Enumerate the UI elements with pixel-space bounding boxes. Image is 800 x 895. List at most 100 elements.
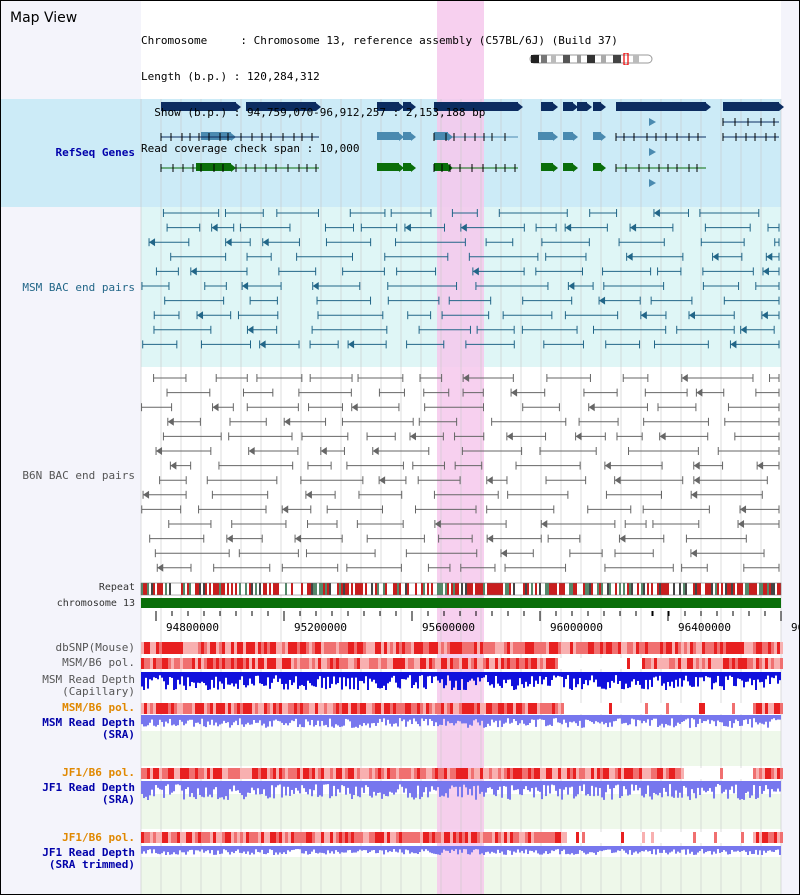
depth-bar xyxy=(719,846,721,853)
depth-bar xyxy=(231,672,233,684)
depth-bar xyxy=(607,781,609,785)
depth-bar xyxy=(227,781,229,800)
depth-bar xyxy=(741,672,743,681)
depth-bar xyxy=(315,672,317,687)
heat-cell xyxy=(720,768,723,779)
track-label-chromosome: chromosome 13 xyxy=(56,598,135,609)
track-label-msm-bac[interactable]: MSM BAC end pairs xyxy=(22,281,135,294)
depth-bar xyxy=(607,672,609,683)
depth-bar xyxy=(315,846,317,853)
depth-bar xyxy=(427,672,429,677)
heat-cell xyxy=(582,768,585,779)
depth-bar xyxy=(603,672,605,689)
depth-bar xyxy=(363,672,365,684)
depth-bar xyxy=(265,715,267,728)
depth-bar xyxy=(371,781,373,798)
heat-cell xyxy=(462,768,465,779)
depth-bar xyxy=(377,672,379,688)
repeat-mark xyxy=(593,583,595,595)
repeat-mark xyxy=(509,583,511,595)
depth-bar xyxy=(273,846,275,855)
depth-bar xyxy=(269,672,271,689)
heat-cell xyxy=(327,768,330,779)
heat-cell xyxy=(669,832,672,843)
heat-cell xyxy=(417,832,420,843)
heat-cell xyxy=(723,642,726,654)
depth-bar xyxy=(229,781,231,790)
depth-bar xyxy=(191,672,193,682)
depth-bar xyxy=(167,846,169,853)
depth-bar xyxy=(727,715,729,727)
heat-cell xyxy=(177,642,180,654)
heat-cell xyxy=(417,658,420,669)
depth-bar xyxy=(653,672,655,678)
repeat-mark xyxy=(435,583,437,595)
depth-bar xyxy=(243,672,245,686)
chromosome-ideogram[interactable] xyxy=(529,53,653,65)
gene-exon xyxy=(541,163,553,171)
axis-tick-label: 96400000 xyxy=(678,621,731,634)
track-label-b6n-bac[interactable]: B6N BAC end pairs xyxy=(22,469,135,482)
heat-cell xyxy=(240,768,243,779)
heat-cell xyxy=(630,768,633,779)
track-label-refseq[interactable]: RefSeq Genes xyxy=(55,146,135,159)
depth-bar xyxy=(765,846,767,853)
depth-bar xyxy=(589,672,591,681)
depth-bar xyxy=(663,715,665,728)
depth-bar xyxy=(169,672,171,678)
heat-cell xyxy=(204,642,207,654)
depth-bar xyxy=(545,781,547,797)
heat-cell xyxy=(522,658,525,669)
depth-bar xyxy=(443,781,445,797)
depth-bar xyxy=(757,781,759,798)
heat-cell xyxy=(183,768,186,779)
depth-bar xyxy=(357,846,359,852)
heat-cell xyxy=(609,832,612,843)
depth-bar xyxy=(553,846,555,852)
heat-cell xyxy=(720,832,723,843)
depth-bar xyxy=(647,781,649,786)
heat-cell xyxy=(732,658,735,669)
repeat-mark xyxy=(777,583,779,595)
heat-cell xyxy=(189,658,192,669)
depth-bar xyxy=(547,672,549,686)
heat-cell xyxy=(201,768,204,779)
heat-cell xyxy=(618,768,621,779)
depth-bar xyxy=(279,846,281,853)
heat-cell xyxy=(252,703,255,714)
heat-cell xyxy=(570,768,573,779)
heat-cell xyxy=(408,768,411,779)
repeat-mark xyxy=(525,583,527,595)
depth-bar xyxy=(661,672,663,686)
depth-bar xyxy=(387,781,389,797)
heat-cell xyxy=(525,642,528,654)
heat-cell xyxy=(441,703,444,714)
depth-bar xyxy=(419,672,421,676)
depth-bar xyxy=(409,846,411,854)
depth-bar xyxy=(779,715,781,720)
bac-arrow xyxy=(740,505,747,514)
heat-cell xyxy=(207,703,210,714)
depth-bar xyxy=(313,672,315,687)
depth-bar xyxy=(733,715,735,724)
depth-bar xyxy=(415,715,417,722)
depth-bar xyxy=(449,781,451,789)
heat-cell xyxy=(648,642,651,654)
depth-bar xyxy=(637,672,639,681)
depth-bar xyxy=(293,672,295,683)
depth-bar xyxy=(665,672,667,690)
repeat-mark xyxy=(697,583,699,595)
repeat-mark xyxy=(223,583,225,595)
gene-exon xyxy=(563,102,573,111)
depth-bar xyxy=(611,715,613,727)
depth-bar xyxy=(365,846,367,851)
heat-cell xyxy=(168,768,171,779)
heat-cell xyxy=(234,832,237,843)
heat-cell xyxy=(498,642,501,654)
depth-bar xyxy=(737,715,739,722)
depth-bar xyxy=(475,715,477,720)
heat-cell xyxy=(777,703,780,714)
gene-exon xyxy=(246,102,316,111)
repeat-mark xyxy=(261,583,263,595)
heat-cell xyxy=(504,832,507,843)
